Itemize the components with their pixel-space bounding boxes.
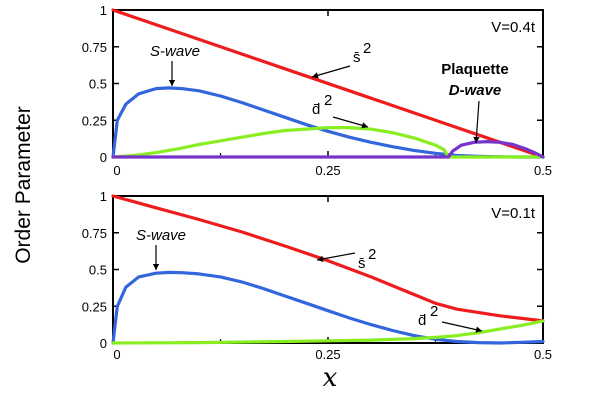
- plaquette-label-line1: Plaquette: [441, 61, 509, 78]
- series-line-swave: [111, 270, 545, 345]
- series-line-dbar2: [111, 126, 545, 159]
- s-bar-squared-arrowhead: [312, 72, 319, 79]
- plaquette-arrow: [475, 100, 480, 144]
- y-tick-label: 1: [100, 189, 107, 204]
- s-bar-squared-superscript: 2: [363, 40, 371, 57]
- y-tick-label: 1: [100, 3, 107, 18]
- s-wave-arrowhead: [168, 80, 176, 86]
- s-bar-squared-arrow: [316, 252, 356, 261]
- x-tick-label: 0.5: [534, 163, 552, 178]
- s-bar-squared-label: s̄: [353, 49, 361, 66]
- plaquette-arrowhead: [473, 136, 480, 143]
- d-bar-squared-arrow: [332, 116, 369, 128]
- y-tick-label: 0.75: [82, 226, 107, 241]
- x-tick-label: 0.25: [315, 347, 340, 362]
- y-tick-label: 0.25: [82, 113, 107, 128]
- d-bar-squared-label: d̄: [418, 312, 426, 329]
- x-tick-label: 0.25: [315, 163, 340, 178]
- y-tick-label: 0.5: [89, 263, 107, 278]
- panel-parameter-label: V=0.1t: [491, 205, 536, 222]
- x-tick-label: 0: [113, 347, 120, 362]
- s-wave-label: S-wave: [150, 43, 200, 60]
- y-tick-label: 0.75: [82, 40, 107, 55]
- plaquette-label-line2: D-wave: [449, 82, 502, 99]
- plot-frame: [112, 195, 544, 344]
- series-line-plaq: [111, 140, 545, 159]
- d-bar-squared-label: d̄: [312, 101, 320, 118]
- y-tick-label: 0: [100, 336, 107, 351]
- series-line-sbar2: [111, 194, 545, 323]
- s-bar-squared-superscript: 2: [368, 246, 376, 263]
- d-bar-squared-superscript: 2: [430, 303, 438, 320]
- d-bar-squared-superscript: 2: [324, 92, 332, 109]
- y-tick-label: 0.5: [89, 77, 107, 92]
- series-line-sbar2: [111, 8, 545, 159]
- s-bar-squared-label: s̄: [358, 255, 366, 272]
- s-bar-squared-arrow: [311, 65, 351, 78]
- y-tick-label: 0: [100, 150, 107, 165]
- d-bar-squared-arrowhead: [361, 122, 368, 129]
- s-wave-label: S-wave: [136, 227, 186, 244]
- y-tick-label: 0.25: [82, 299, 107, 314]
- d-bar-squared-arrow: [441, 321, 483, 332]
- s-bar-squared-arrowhead: [317, 255, 324, 263]
- x-axis-label: x: [323, 363, 338, 393]
- d-bar-squared-arrowhead: [475, 326, 482, 333]
- s-wave-arrowhead: [152, 264, 160, 270]
- panel-parameter-label: V=0.4t: [491, 19, 536, 36]
- y-axis-label: Order Parameter: [12, 106, 35, 264]
- x-tick-label: 0.5: [534, 347, 552, 362]
- x-tick-label: 0: [113, 163, 120, 178]
- series-line-dbar2: [111, 319, 545, 345]
